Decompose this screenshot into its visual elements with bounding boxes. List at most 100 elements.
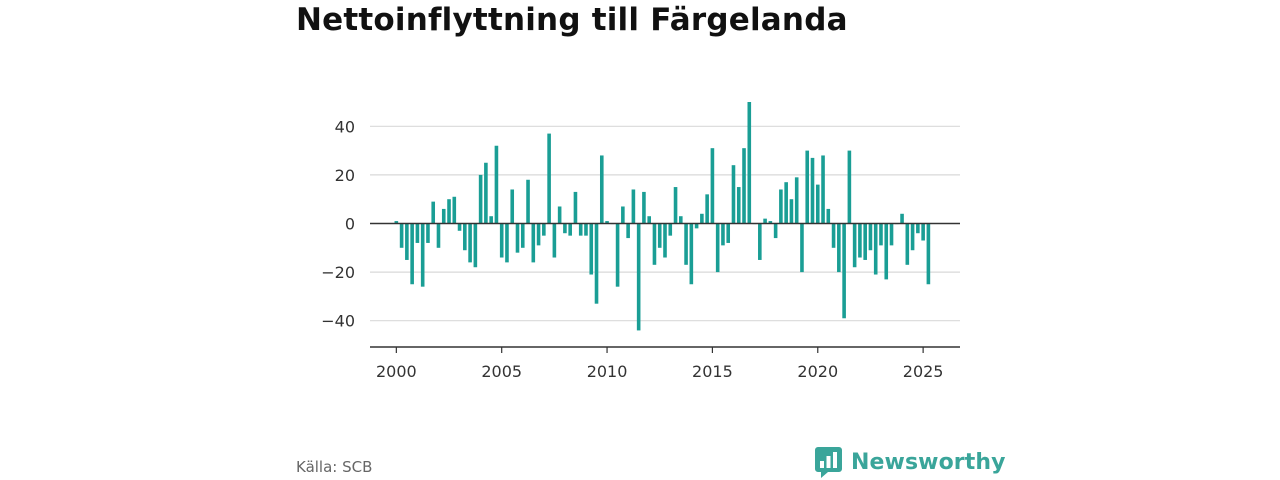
bar (431, 201, 436, 224)
bar (852, 223, 857, 268)
bar (905, 223, 910, 265)
bar (573, 191, 578, 224)
bar (578, 223, 583, 236)
bar (805, 150, 810, 224)
bar (410, 223, 414, 285)
bar (510, 189, 515, 224)
bar (668, 223, 673, 236)
bar (763, 218, 767, 224)
bar (452, 196, 457, 224)
y-tick-label: 0 (345, 215, 355, 234)
bar (794, 177, 799, 224)
x-tick-label: 2005 (481, 362, 522, 381)
bar (831, 223, 836, 248)
bar (447, 199, 451, 224)
bar (873, 223, 878, 275)
bar (900, 213, 904, 224)
bar (568, 223, 572, 236)
brand-name: Newsworthy (851, 449, 1006, 475)
bar (415, 223, 420, 243)
bar (478, 174, 483, 224)
bar (863, 223, 867, 260)
x-axis-tick-labels: 2000 2005 2010 2015 2020 2025 (376, 362, 944, 381)
bar (499, 223, 504, 258)
bar (826, 208, 831, 224)
bar (926, 223, 931, 285)
bar (563, 223, 567, 234)
bar (673, 187, 678, 224)
bar (784, 182, 788, 224)
bar (821, 155, 825, 224)
bar (420, 223, 425, 287)
bar (742, 148, 746, 224)
bar (636, 223, 641, 331)
y-tick-label: 40 (335, 117, 355, 136)
bar (847, 150, 852, 224)
bar (594, 223, 599, 304)
bar (489, 216, 493, 224)
bar (626, 223, 630, 239)
bar (721, 223, 725, 246)
bar (815, 184, 820, 224)
bar (542, 223, 546, 236)
bar (436, 223, 441, 248)
x-tick-label: 2010 (587, 362, 628, 381)
bar (557, 206, 562, 224)
bar (842, 223, 846, 319)
bar (394, 221, 399, 224)
y-axis-tick-labels: 40 20 0 −20 −40 (321, 117, 355, 330)
bar (399, 223, 404, 248)
bar (921, 223, 925, 241)
y-tick-label: −40 (321, 312, 355, 331)
bar (441, 208, 446, 224)
bar (789, 199, 794, 224)
newsworthy-logo[interactable]: Newsworthy (815, 446, 1006, 478)
bar (705, 194, 709, 224)
bar (710, 148, 715, 224)
bar (731, 165, 736, 224)
bar (736, 187, 741, 224)
bar (837, 223, 841, 273)
gridlines (370, 125, 960, 322)
bar (642, 191, 646, 224)
bar (599, 155, 604, 224)
bar (584, 223, 588, 236)
bar (631, 189, 636, 224)
axes (370, 222, 960, 353)
bar (679, 216, 683, 224)
bar (779, 189, 783, 224)
bar (689, 223, 694, 285)
bar (652, 223, 657, 265)
bar (494, 145, 499, 224)
y-tick-label: −20 (321, 263, 355, 282)
bar (457, 223, 462, 231)
bar (768, 221, 773, 224)
x-tick-label: 2025 (903, 362, 944, 381)
bar (800, 223, 804, 273)
bar (520, 223, 525, 248)
bar (615, 223, 620, 287)
bar (647, 216, 651, 224)
bar (621, 206, 625, 224)
bar (889, 223, 894, 246)
data-bars (394, 102, 931, 331)
bar (663, 223, 667, 258)
bar (505, 223, 509, 263)
x-tick-label: 2000 (376, 362, 417, 381)
bar (700, 213, 704, 224)
bar (879, 223, 883, 246)
bar (858, 223, 862, 258)
bar (426, 223, 430, 243)
bar (515, 223, 520, 253)
bar (589, 223, 594, 275)
bar (484, 162, 488, 224)
bar (463, 223, 467, 251)
bar (747, 102, 752, 224)
bar (547, 133, 551, 224)
bar (473, 223, 478, 268)
bar (868, 223, 873, 251)
bar (758, 223, 762, 260)
bar (405, 223, 409, 260)
source-note: Källa: SCB (296, 458, 373, 476)
bar (726, 223, 731, 243)
